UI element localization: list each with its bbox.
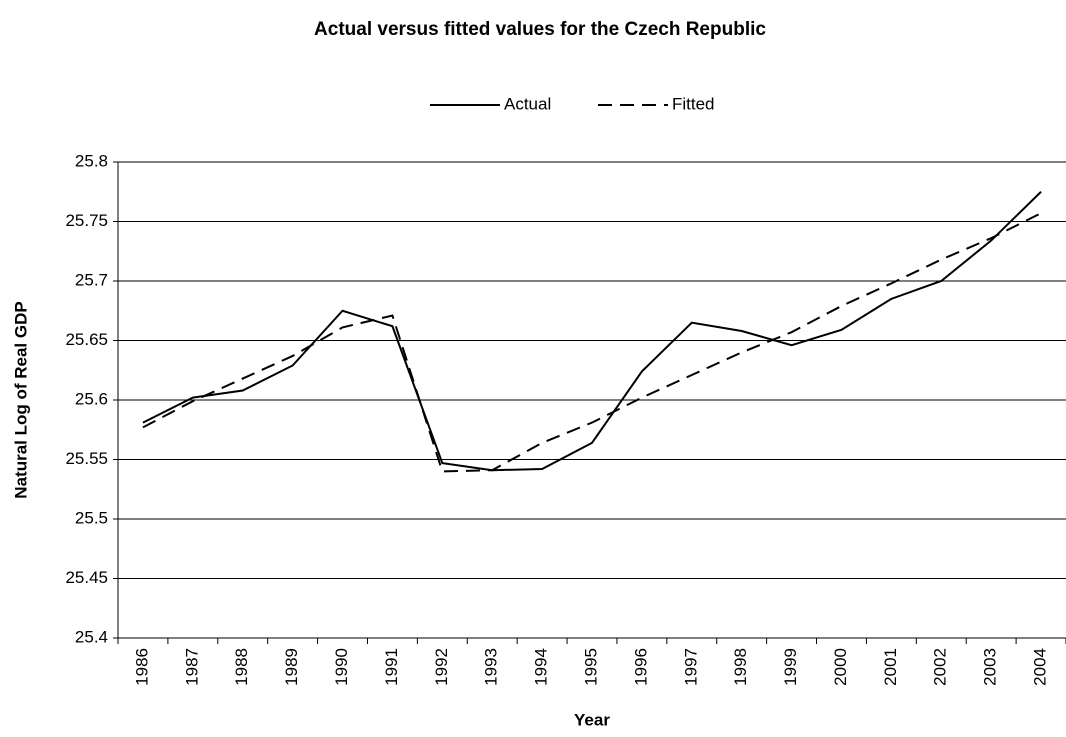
x-tick-label: 1998: [731, 648, 750, 686]
x-tick-label: 1992: [432, 648, 451, 686]
x-tick-label: 2001: [881, 648, 900, 686]
x-tick-label: 2000: [831, 648, 850, 686]
x-tick-label: 1987: [182, 648, 201, 686]
series-line: [142, 191, 1042, 472]
y-axis-label: Natural Log of Real GDP: [11, 301, 30, 498]
legend-label: Actual: [504, 94, 551, 113]
series-line: [142, 212, 1042, 473]
y-tick-label: 25.6: [75, 389, 108, 408]
legend-label: Fitted: [672, 94, 715, 113]
x-tick-label: 2002: [931, 648, 950, 686]
x-tick-label: 2004: [1031, 648, 1050, 686]
y-tick-label: 25.75: [65, 211, 108, 230]
y-tick-label: 25.4: [75, 627, 108, 646]
x-tick-label: 1989: [282, 648, 301, 686]
x-tick-label: 1991: [382, 648, 401, 686]
x-tick-label: 1988: [232, 648, 251, 686]
y-tick-label: 25.7: [75, 270, 108, 289]
y-tick-label: 25.5: [75, 508, 108, 527]
x-tick-label: 1997: [681, 648, 700, 686]
x-tick-label: 1996: [631, 648, 650, 686]
x-tick-label: 1999: [781, 648, 800, 686]
x-tick-label: 1990: [332, 648, 351, 686]
x-tick-label: 2003: [981, 648, 1000, 686]
x-tick-label: 1995: [581, 648, 600, 686]
y-tick-label: 25.65: [65, 330, 108, 349]
x-axis-label: Year: [574, 710, 610, 729]
y-tick-label: 25.8: [75, 151, 108, 170]
chart-title: Actual versus fitted values for the Czec…: [314, 19, 766, 40]
y-tick-label: 25.45: [65, 568, 108, 587]
y-tick-label: 25.55: [65, 449, 108, 468]
x-tick-label: 1986: [132, 648, 151, 686]
x-tick-label: 1994: [532, 648, 551, 686]
x-tick-label: 1993: [482, 648, 501, 686]
